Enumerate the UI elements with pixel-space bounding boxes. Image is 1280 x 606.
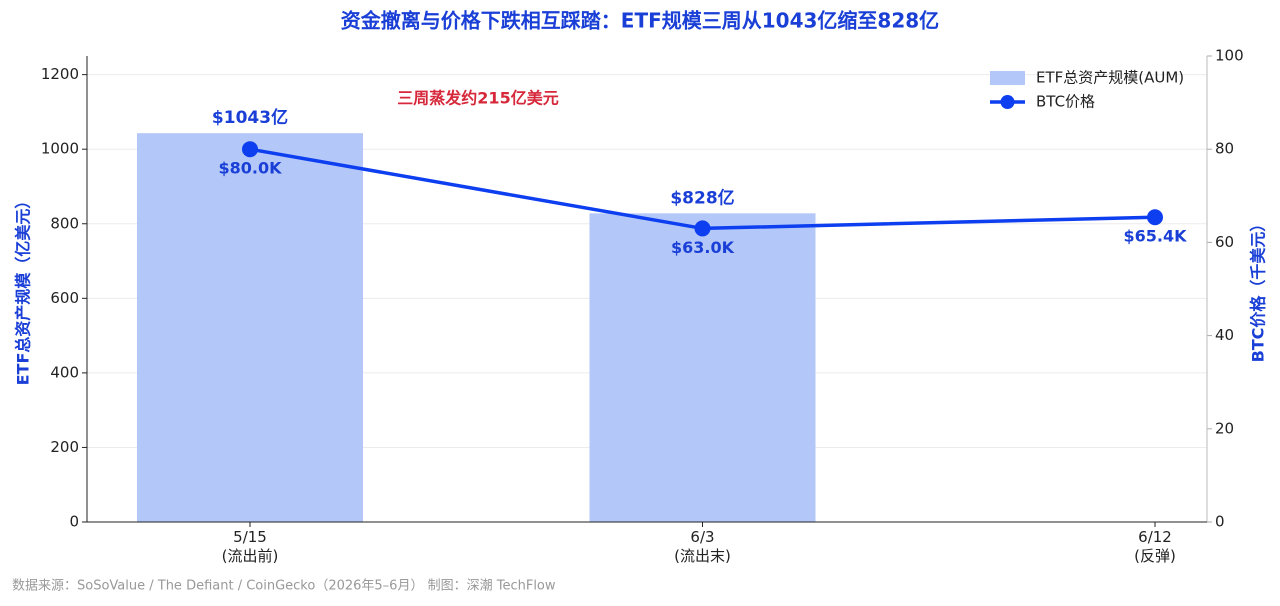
x-tick-label: 6/12 (反弹) xyxy=(1134,528,1176,565)
annotation: 三周蒸发约215亿美元 xyxy=(397,89,558,108)
x-tick-label: 5/15 (流出前) xyxy=(221,528,279,565)
legend-label: BTC价格 xyxy=(1036,93,1095,111)
legend-swatch xyxy=(990,71,1025,85)
bar-value-label: $828亿 xyxy=(670,187,734,208)
line-point xyxy=(1147,209,1163,226)
line-value-label: $80.0K xyxy=(218,159,282,178)
y-tick-label: 600 xyxy=(50,289,79,307)
y-tick-label: 200 xyxy=(50,438,79,456)
bar xyxy=(589,213,816,522)
y-axis-label: ETF总资产规模（亿美元） xyxy=(14,193,33,386)
y2-tick-label: 60 xyxy=(1215,233,1234,251)
bar xyxy=(137,133,363,522)
y2-tick-label: 20 xyxy=(1215,419,1234,437)
y-tick-label: 1200 xyxy=(41,65,79,83)
y2-tick-label: 40 xyxy=(1215,326,1234,344)
line-point xyxy=(694,220,711,237)
y2-tick-label: 100 xyxy=(1215,47,1244,65)
source: 数据来源：SoSoValue / The Defiant / CoinGecko… xyxy=(12,579,556,594)
bar-value-label: $1043亿 xyxy=(212,107,288,128)
y-tick-label: 0 xyxy=(69,513,79,531)
y2-tick-label: 0 xyxy=(1215,513,1225,531)
legend-swatch xyxy=(1000,95,1015,109)
y-tick-label: 800 xyxy=(50,214,79,232)
y-tick-label: 400 xyxy=(50,363,79,381)
chart-title: 资金撤离与价格下跌相互踩踏：ETF规模三周从1043亿缩至828亿 xyxy=(341,9,939,33)
line-point xyxy=(242,141,258,158)
x-tick-label: 6/3 (流出末) xyxy=(674,528,731,565)
legend-label: ETF总资产规模(AUM) xyxy=(1036,69,1184,87)
y-tick-label: 1000 xyxy=(41,140,79,158)
y2-tick-label: 80 xyxy=(1215,140,1234,158)
line-value-label: $65.4K xyxy=(1123,227,1187,246)
y2-axis-label: BTC价格（千美元） xyxy=(1249,216,1268,363)
line-value-label: $63.0K xyxy=(671,238,735,257)
